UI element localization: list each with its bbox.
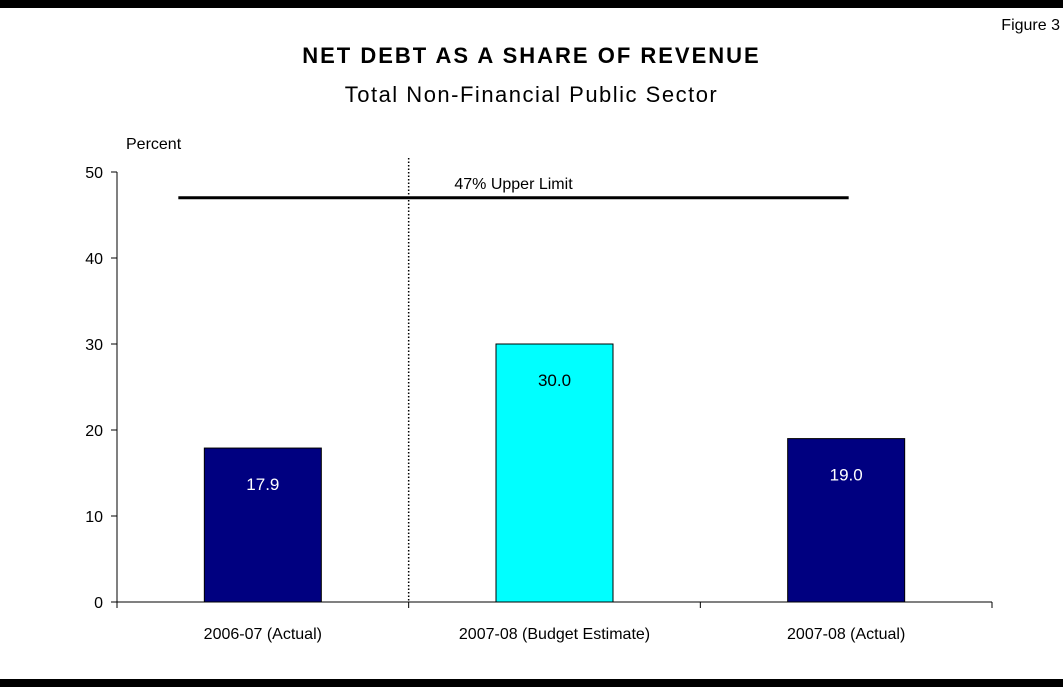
- y-tick-label: 10: [85, 509, 103, 526]
- bar-value-label: 30.0: [538, 371, 571, 390]
- bar: [495, 343, 614, 603]
- y-tick-label: 0: [94, 595, 103, 612]
- x-tick-label: 2007-08 (Actual): [787, 626, 905, 643]
- upper-limit-label: 47% Upper Limit: [454, 176, 573, 193]
- y-tick-label: 40: [85, 251, 103, 268]
- chart-title: NET DEBT AS A SHARE OF REVENUE: [302, 43, 761, 68]
- figure-label: Figure 3: [1001, 17, 1060, 34]
- bar-value-label: 17.9: [246, 475, 279, 494]
- bar: [787, 438, 906, 603]
- bar: [203, 447, 322, 603]
- bar-value-label: 19.0: [830, 466, 863, 485]
- y-tick-label: 30: [85, 337, 103, 354]
- y-tick-label: 50: [85, 165, 103, 182]
- y-axis-label: Percent: [126, 136, 182, 153]
- x-tick-label: 2007-08 (Budget Estimate): [459, 626, 650, 643]
- x-tick-label: 2006-07 (Actual): [204, 626, 322, 643]
- y-tick-label: 20: [85, 423, 103, 440]
- chart-subtitle: Total Non-Financial Public Sector: [344, 82, 719, 107]
